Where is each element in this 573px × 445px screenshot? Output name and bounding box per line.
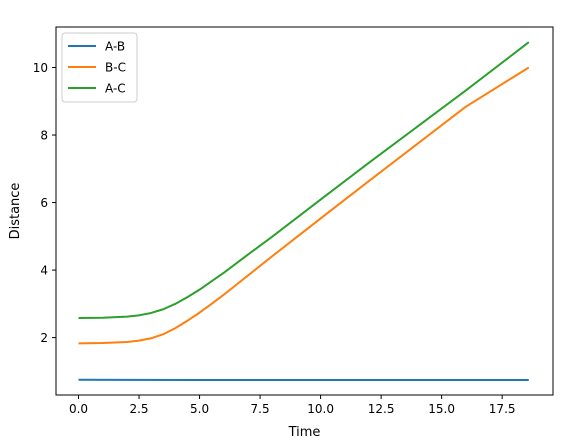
legend-label-a-b: A-B	[105, 40, 125, 54]
y-axis-label: Distance	[8, 183, 23, 240]
series-layer	[78, 41, 530, 381]
x-axis-ticks: 0.0 2.5 5.0 7.5 10.0 12.5 15.0 17.5	[69, 395, 516, 416]
plot-frame	[55, 26, 554, 396]
x-tick-label: 2.5	[129, 402, 148, 416]
x-tick-label: 17.5	[489, 402, 516, 416]
x-axis-label: Time	[288, 425, 321, 440]
y-tick-label: 6	[40, 196, 48, 210]
series-line-b-c	[78, 66, 530, 345]
y-axis-ticks: 2 4 6 8 10	[33, 61, 56, 345]
series-line-a-c	[78, 41, 530, 320]
legend-label-a-c: A-C	[105, 82, 126, 96]
x-tick-label: 12.5	[368, 402, 395, 416]
x-tick-label: 15.0	[428, 402, 455, 416]
y-tick-label: 8	[40, 129, 48, 143]
x-tick-label: 0.0	[69, 402, 88, 416]
y-tick-label: 10	[33, 61, 48, 75]
x-tick-label: 5.0	[190, 402, 209, 416]
legend: A-B B-C A-C	[61, 32, 138, 103]
legend-label-b-c: B-C	[105, 61, 126, 75]
y-tick-label: 2	[40, 331, 48, 345]
legend-items: A-B B-C A-C	[68, 40, 126, 96]
x-tick-label: 7.5	[251, 402, 270, 416]
x-tick-label: 10.0	[307, 402, 334, 416]
legend-box	[61, 32, 138, 103]
y-tick-label: 4	[40, 264, 48, 278]
